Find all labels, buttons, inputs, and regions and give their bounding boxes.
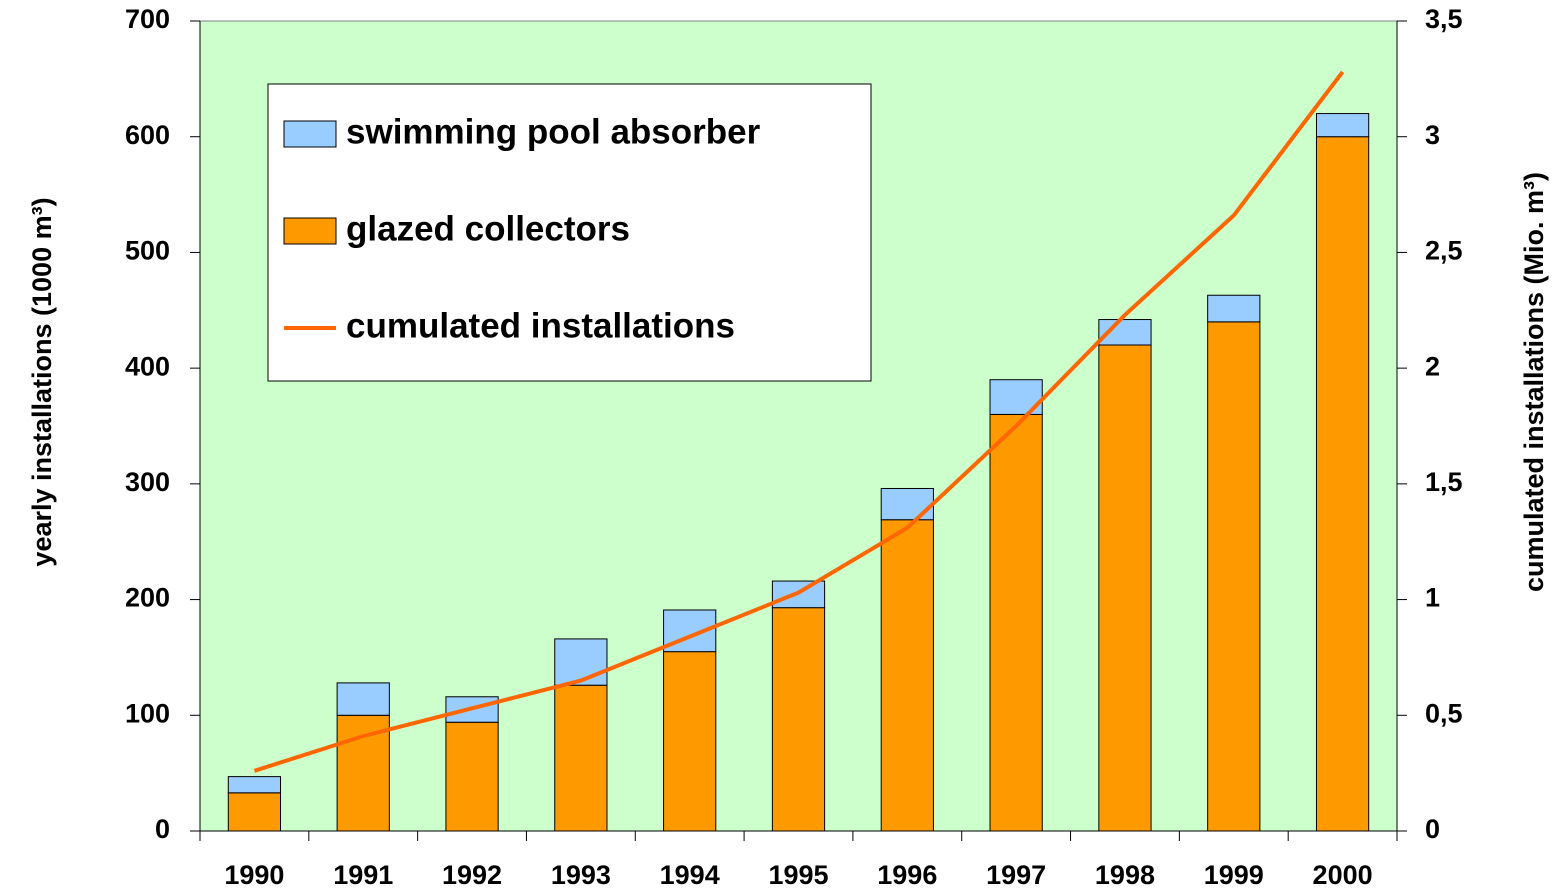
bar xyxy=(227,792,282,832)
legend-swatch xyxy=(283,217,337,245)
x-tick-label: 1997 xyxy=(986,860,1046,890)
bar xyxy=(445,721,499,832)
bar xyxy=(880,487,934,521)
bar xyxy=(1207,294,1261,323)
bar xyxy=(336,682,390,716)
x-tick-label: 1990 xyxy=(224,860,284,890)
legend-swatch xyxy=(283,120,337,148)
bar xyxy=(1315,136,1370,832)
y-axis-label: yearly installations (1000 m³) xyxy=(27,197,57,566)
bar xyxy=(880,519,934,832)
y2-tick-label: 2,5 xyxy=(1425,236,1463,266)
x-tick-label: 2000 xyxy=(1313,860,1373,890)
x-tick-label: 1996 xyxy=(877,860,937,890)
bar xyxy=(1098,344,1152,832)
legend-label: swimming pool absorber xyxy=(346,112,761,151)
y2-tick-label: 1 xyxy=(1425,583,1440,613)
y-tick-label: 100 xyxy=(125,698,170,728)
y-tick-label: 300 xyxy=(125,467,170,497)
x-tick-label: 1998 xyxy=(1095,860,1155,890)
bar xyxy=(1207,321,1261,832)
bar xyxy=(554,684,608,832)
bar xyxy=(989,413,1043,832)
y2-tick-label: 3,5 xyxy=(1425,4,1463,34)
y-tick-label: 600 xyxy=(125,120,170,150)
bar xyxy=(554,638,608,686)
y2-tick-label: 1,5 xyxy=(1425,467,1463,497)
bar xyxy=(663,651,717,832)
x-tick-label: 1993 xyxy=(551,860,611,890)
line-series xyxy=(253,70,1345,773)
x-tick-label: 1992 xyxy=(442,860,502,890)
bar xyxy=(771,607,826,832)
y2-tick-label: 0,5 xyxy=(1425,698,1463,728)
y-tick-label: 700 xyxy=(125,4,170,34)
y2-axis-label: cumulated installations (Mio. m³) xyxy=(1519,172,1549,592)
legend-label: cumulated installations xyxy=(346,306,735,345)
legend-label: glazed collectors xyxy=(346,209,630,248)
y-tick-label: 400 xyxy=(125,351,170,381)
y-tick-label: 500 xyxy=(125,236,170,266)
y2-tick-label: 3 xyxy=(1425,120,1440,150)
bar xyxy=(1315,113,1370,138)
x-tick-label: 1999 xyxy=(1204,860,1264,890)
x-tick-label: 1994 xyxy=(660,860,720,890)
y2-tick-label: 2 xyxy=(1425,351,1440,381)
y-tick-label: 0 xyxy=(155,814,170,844)
x-tick-label: 1995 xyxy=(768,860,828,890)
legend-box xyxy=(267,83,872,382)
x-tick-label: 1991 xyxy=(333,860,393,890)
y2-tick-label: 0 xyxy=(1425,814,1440,844)
bar xyxy=(227,776,282,794)
y-tick-label: 200 xyxy=(125,583,170,613)
